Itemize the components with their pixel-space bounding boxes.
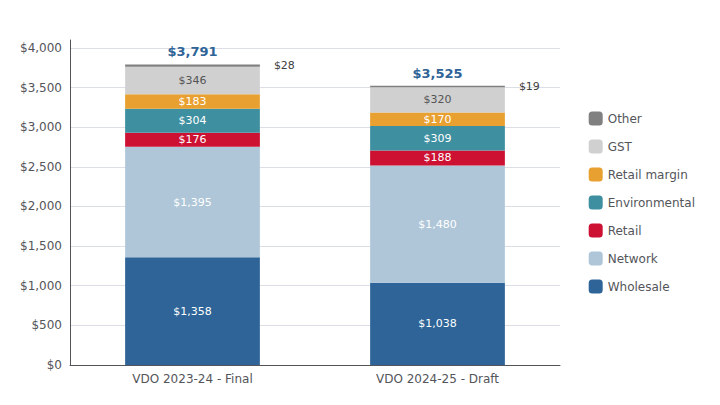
svg-text:Retail: Retail: [608, 224, 642, 238]
svg-text:$309: $309: [424, 132, 452, 145]
svg-text:$304: $304: [179, 114, 207, 127]
svg-text:$500: $500: [31, 318, 62, 332]
svg-text:$1,395: $1,395: [173, 196, 212, 209]
svg-text:Other: Other: [608, 112, 642, 126]
svg-text:$4,000: $4,000: [20, 41, 62, 55]
svg-text:$2,500: $2,500: [20, 160, 62, 174]
svg-text:Environmental: Environmental: [608, 196, 695, 210]
svg-text:$3,500: $3,500: [20, 81, 62, 95]
svg-text:GST: GST: [608, 140, 633, 154]
svg-text:$0: $0: [47, 358, 62, 372]
svg-text:$1,480: $1,480: [418, 218, 457, 231]
svg-text:$1,000: $1,000: [20, 279, 62, 293]
svg-text:$3,791: $3,791: [167, 44, 217, 59]
svg-text:$346: $346: [179, 74, 207, 87]
svg-text:$188: $188: [424, 151, 452, 164]
svg-text:$1,500: $1,500: [20, 239, 62, 253]
svg-text:VDO 2023-24 - Final: VDO 2023-24 - Final: [132, 372, 252, 386]
svg-text:Network: Network: [608, 252, 658, 266]
svg-text:Retail margin: Retail margin: [608, 168, 688, 182]
svg-text:$28: $28: [274, 59, 295, 72]
svg-text:$176: $176: [179, 133, 207, 146]
svg-text:$183: $183: [179, 95, 207, 108]
svg-text:$2,000: $2,000: [20, 199, 62, 213]
svg-text:VDO 2024-25 - Draft: VDO 2024-25 - Draft: [376, 372, 499, 386]
svg-text:$3,000: $3,000: [20, 120, 62, 134]
svg-text:$1,038: $1,038: [418, 317, 457, 330]
svg-text:$170: $170: [424, 113, 452, 126]
svg-text:$19: $19: [519, 80, 540, 93]
svg-text:$1,358: $1,358: [173, 305, 212, 318]
svg-text:$320: $320: [424, 93, 452, 106]
svg-text:$3,525: $3,525: [412, 66, 462, 81]
svg-text:Wholesale: Wholesale: [608, 280, 670, 294]
